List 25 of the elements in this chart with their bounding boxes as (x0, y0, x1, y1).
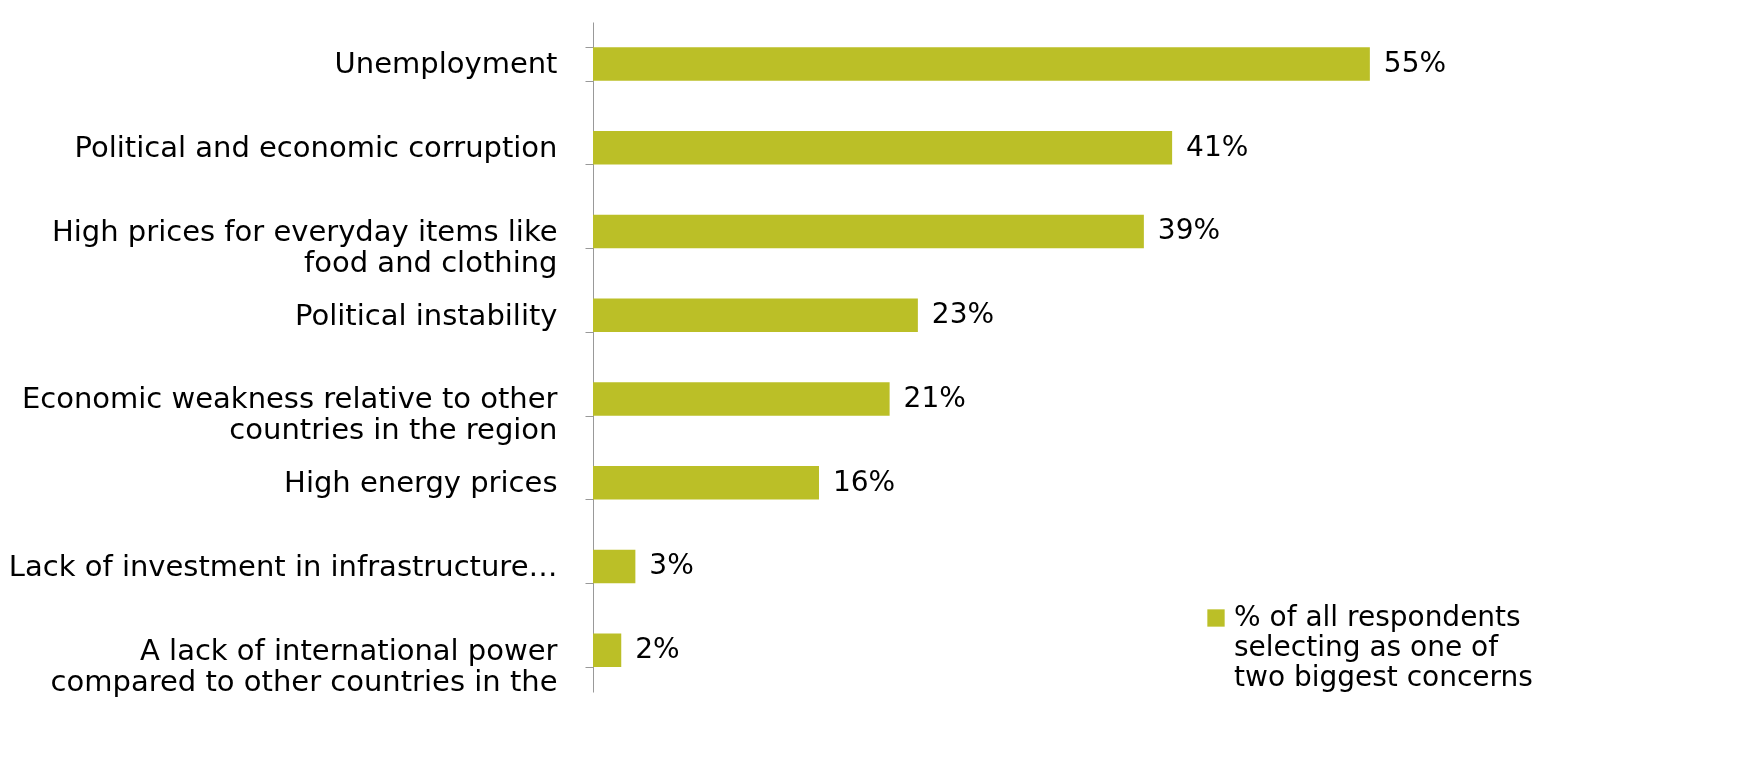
y-tick-label: Lack of investment in infrastructure… (8, 548, 558, 583)
bar (593, 549, 636, 584)
y-tick-label: Unemployment (334, 46, 558, 81)
bar (593, 214, 1144, 249)
bar (593, 382, 890, 416)
y-tick-label: Economic weakness relative to other countries in the region (21, 381, 558, 447)
data-label: 21% (903, 380, 966, 414)
y-tick-label: High energy prices (284, 465, 558, 500)
data-label: 55% (1383, 45, 1447, 79)
legend-label: % of all respondents selecting as one of two biggest concerns (1234, 600, 1533, 693)
data-label: 23% (931, 297, 995, 331)
bar (593, 465, 819, 500)
bar (593, 298, 918, 332)
data-label: 41% (1186, 129, 1249, 163)
y-tick-label: High prices for everyday items like food and clothing (51, 213, 558, 279)
data-label: 2% (635, 632, 680, 666)
data-label: 39% (1157, 213, 1221, 247)
y-tick-label: Political instability (294, 297, 558, 332)
data-label: 3% (649, 548, 694, 582)
bar (593, 47, 1370, 81)
data-label: 16% (833, 464, 896, 498)
y-tick-label: A lack of international power compared to other countries in the (50, 632, 558, 698)
bar (593, 130, 1173, 165)
y-tick-label: Political and economic corruption (74, 130, 558, 165)
bar (593, 633, 622, 667)
